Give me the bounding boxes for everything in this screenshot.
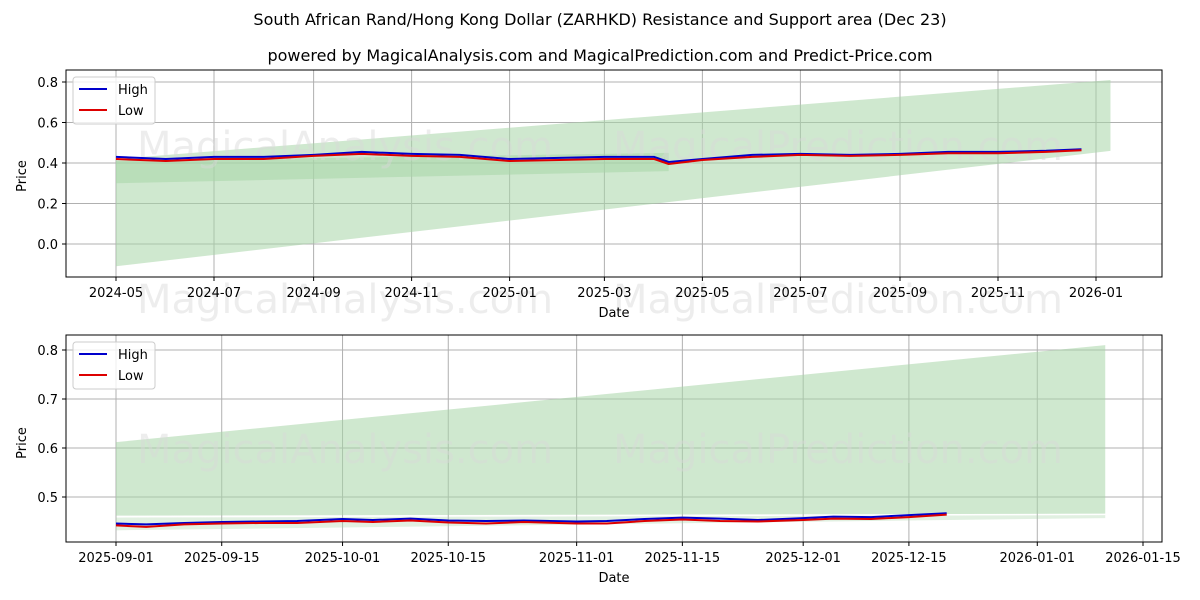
watermark-magicalanalysis: MagicalAnalysis.com xyxy=(137,277,553,323)
watermark-magicalanalysis: MagicalAnalysis.com xyxy=(137,427,553,473)
x-tick-label: 2025-11-15 xyxy=(645,551,721,566)
chart-subtitle: powered by MagicalAnalysis.com and Magic… xyxy=(267,46,933,65)
x-tick-label: 2026-01-01 xyxy=(999,551,1075,566)
line-low xyxy=(115,513,947,528)
chart-title: South African Rand/Hong Kong Dollar (ZAR… xyxy=(253,10,947,29)
x-tick-label: 2025-10-01 xyxy=(305,551,381,566)
x-tick-label: 2026-01 xyxy=(1069,286,1123,301)
x-tick-label: 2025-03 xyxy=(577,286,631,301)
x-tick-label: 2025-07 xyxy=(773,286,827,301)
watermark-magicalanalysis: MagicalAnalysis.com xyxy=(137,124,553,170)
watermarks: MagicalAnalysis.com MagicalPrediction.co… xyxy=(137,427,1063,473)
x-tick-label: 2024-07 xyxy=(187,286,241,301)
x-axis-label: Date xyxy=(598,571,629,586)
band-resistance-support-wide xyxy=(116,79,1111,267)
x-tick-label: 2025-12-15 xyxy=(871,551,947,566)
x-tick-label: 2025-01 xyxy=(482,286,536,301)
legend-low-label: Low xyxy=(118,104,144,119)
y-tick-label: 0.4 xyxy=(37,157,58,172)
line-high xyxy=(115,512,947,526)
line-high xyxy=(115,148,1082,163)
x-tick-label: 2025-09-15 xyxy=(184,551,260,566)
x-tick-label: 2024-05 xyxy=(89,286,143,301)
y-tick-label: 0.2 xyxy=(37,198,58,213)
x-axis-ticks: 2025-09-01 2025-09-15 2025-10-01 2025-10-15… xyxy=(78,542,1181,566)
y-tick-label: 0.0 xyxy=(37,238,58,253)
legend: High Low xyxy=(72,341,156,390)
plot-frame xyxy=(65,69,1163,278)
x-tick-label: 2025-09 xyxy=(873,286,927,301)
watermarks: MagicalAnalysis.com MagicalPrediction.co… xyxy=(137,124,1063,323)
x-tick-label: 2025-11-01 xyxy=(539,551,615,566)
x-tick-label: 2025-10-15 xyxy=(410,551,486,566)
price-lines xyxy=(115,148,1082,165)
y-axis-label: Price xyxy=(15,427,30,459)
x-axis-ticks: 2024-05 2024-07 2024-09 2024-11 2025-01 2025-… xyxy=(89,277,1123,301)
x-tick-label: 2024-09 xyxy=(286,286,340,301)
y-tick-label: 0.6 xyxy=(37,117,58,132)
legend-high-label: High xyxy=(118,348,148,363)
y-tick-label: 0.7 xyxy=(37,393,58,408)
x-tick-label: 2024-11 xyxy=(384,286,438,301)
y-axis-ticks: 0.0 0.2 0.4 0.6 0.8 xyxy=(37,76,66,253)
y-tick-label: 0.6 xyxy=(37,442,58,457)
x-tick-label: 2025-09-01 xyxy=(78,551,154,566)
legend-high-label: High xyxy=(118,83,148,98)
y-tick-label: 0.5 xyxy=(37,491,58,506)
legend-low-label: Low xyxy=(118,369,144,384)
x-axis-label: Date xyxy=(598,306,629,321)
y-axis-ticks: 0.5 0.6 0.7 0.8 xyxy=(37,344,66,506)
x-tick-label: 2025-05 xyxy=(675,286,729,301)
x-tick-label: 2025-12-01 xyxy=(765,551,841,566)
y-tick-label: 0.8 xyxy=(37,344,58,359)
x-tick-label: 2025-11 xyxy=(971,286,1025,301)
band-resistance xyxy=(116,345,1106,516)
line-low xyxy=(115,149,1082,165)
y-tick-label: 0.8 xyxy=(37,76,58,91)
price-chart-full-range: MagicalAnalysis.com MagicalPrediction.co… xyxy=(15,69,1163,323)
price-lines xyxy=(115,512,947,528)
watermark-magicalprediction: MagicalPrediction.com xyxy=(613,277,1063,323)
y-axis-label: Price xyxy=(15,160,30,192)
plot-frame xyxy=(65,334,1163,543)
x-tick-label: 2026-01-15 xyxy=(1105,551,1181,566)
watermark-magicalprediction: MagicalPrediction.com xyxy=(613,427,1063,473)
legend: High Low xyxy=(72,76,156,125)
